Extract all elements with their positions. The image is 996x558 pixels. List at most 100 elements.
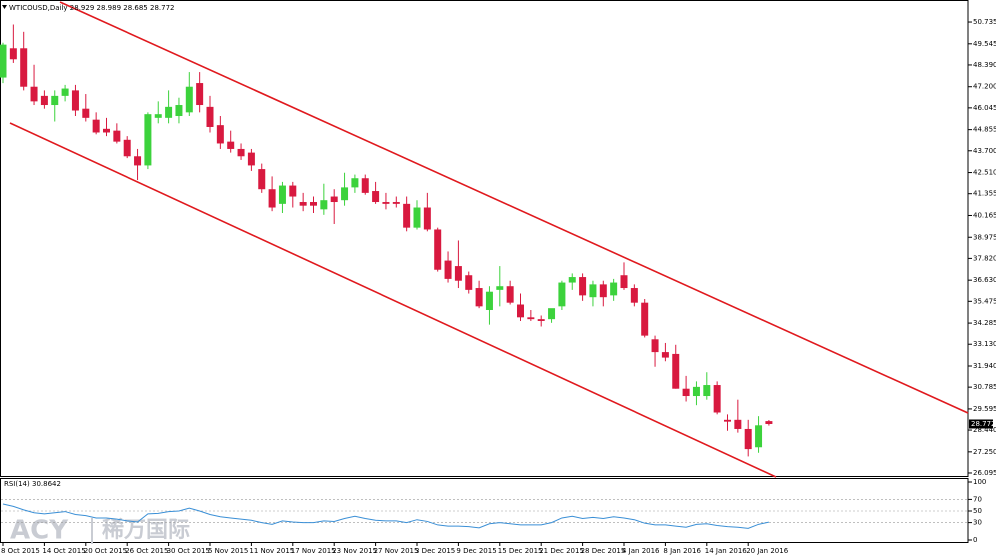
y-tick-label: 42.510 <box>973 169 996 177</box>
watermark: ACY 稀万国际 <box>10 516 190 546</box>
x-tick-label: 9 Dec 2015 <box>456 547 496 555</box>
candle-body <box>71 90 79 111</box>
candle-body <box>744 428 752 450</box>
x-tick-label: 21 Dec 2015 <box>539 547 584 555</box>
candle-body <box>589 284 597 298</box>
candle-body <box>579 277 587 296</box>
candle-body <box>496 286 504 290</box>
candle-body <box>713 385 721 413</box>
y-tick-label: 41.355 <box>973 190 996 198</box>
y-tick-label: 38.975 <box>973 233 996 241</box>
candle-body <box>372 191 380 203</box>
candle-body <box>154 114 162 118</box>
candle-body <box>30 86 38 102</box>
candle-body <box>92 119 100 133</box>
y-tick-label: 40.165 <box>973 211 996 219</box>
y-tick-label: 28.440 <box>973 426 996 434</box>
y-tick-label: 30.785 <box>973 383 996 391</box>
candle-body <box>320 200 328 210</box>
candle-body <box>134 156 142 166</box>
candle-body <box>413 207 421 228</box>
x-tick-label: 30 Oct 2015 <box>167 547 210 555</box>
x-tick-label: 17 Nov 2015 <box>291 547 336 555</box>
x-tick-label: 4 Jan 2016 <box>622 547 660 555</box>
candle-body <box>651 339 659 353</box>
x-tick-label: 14 Jan 2016 <box>705 547 748 555</box>
candle-body <box>444 260 452 279</box>
candle-body <box>20 48 28 87</box>
candle-body <box>299 202 307 206</box>
y-tick-label: 26.095 <box>973 469 996 477</box>
candle-body <box>40 95 48 106</box>
candle-body <box>289 185 297 197</box>
candle-body <box>258 169 266 190</box>
candle-body <box>9 48 17 60</box>
price-box <box>969 419 993 429</box>
candle-body <box>485 291 493 311</box>
x-tick-label: 20 Oct 2015 <box>84 547 127 555</box>
x-tick-label: 8 Oct 2015 <box>1 547 40 555</box>
y-tick-label: 35.475 <box>973 297 996 305</box>
candle-body <box>620 275 628 289</box>
y-tick-label: 49.545 <box>973 40 996 48</box>
candle-body <box>175 105 183 117</box>
candle-body <box>692 386 700 397</box>
x-tick-label: 26 Oct 2015 <box>125 547 168 555</box>
candle-body <box>724 419 731 422</box>
candle-body <box>268 189 276 208</box>
candle-body <box>465 275 473 290</box>
candle-body <box>196 83 204 106</box>
x-tick-label: 14 Oct 2015 <box>42 547 85 555</box>
candle-body <box>82 108 90 118</box>
rsi-header: RSI(14) 30.8642 <box>4 480 61 488</box>
y-tick-label: 29.595 <box>973 405 996 413</box>
candle-body <box>765 421 773 424</box>
candle-body <box>144 114 152 166</box>
y-tick-label: 46.045 <box>973 104 996 112</box>
x-tick-label: 15 Dec 2015 <box>498 547 543 555</box>
candle-body <box>599 284 607 298</box>
candle-body <box>51 95 59 106</box>
candle-body <box>703 385 711 397</box>
candle-body <box>185 86 193 113</box>
header-arrow <box>2 5 7 9</box>
candle-body <box>403 203 411 228</box>
y-tick-label: 100 <box>973 478 986 486</box>
candle-body <box>361 178 369 193</box>
candle-body <box>341 187 349 201</box>
rsi-line <box>2 503 770 529</box>
y-tick-label: 0 <box>973 536 977 544</box>
candle-body <box>227 141 235 149</box>
y-tick-label: 37.820 <box>973 254 996 262</box>
candle-body <box>123 139 131 157</box>
x-tick-label: 23 Nov 2015 <box>332 547 377 555</box>
candle-body <box>755 425 763 448</box>
x-tick-label: 20 Jan 2016 <box>746 547 789 555</box>
candle-body <box>237 148 245 157</box>
y-tick-label: 33.130 <box>973 340 996 348</box>
y-tick-label: 70 <box>973 495 982 503</box>
candle-body <box>548 308 556 320</box>
y-tick-label: 44.855 <box>973 126 996 134</box>
main-frame <box>0 0 969 477</box>
candle-body <box>506 286 514 303</box>
candle-body <box>630 288 638 303</box>
candle-body <box>278 185 286 204</box>
watermark-brand: ACY <box>10 516 69 546</box>
candle-body <box>382 202 390 204</box>
y-tick-label: 50 <box>973 507 982 515</box>
y-tick-label: 47.200 <box>973 83 996 91</box>
candle-body <box>568 277 576 283</box>
candle-body <box>475 288 483 307</box>
header: WTICOUSD,Daily 28.929 28.989 28.685 28.7… <box>9 4 175 12</box>
candle-body <box>610 282 618 296</box>
candle-body <box>392 202 400 204</box>
watermark-name: 稀万国际 <box>102 517 190 543</box>
candle-body <box>61 88 69 96</box>
plot: 50.735 49.545 48.390 47.200 46.045 44.855 43.7… <box>0 18 996 555</box>
x-tick-label: 5 Nov 2015 <box>208 547 248 555</box>
candle-body <box>0 44 7 78</box>
candle-body <box>558 282 566 307</box>
